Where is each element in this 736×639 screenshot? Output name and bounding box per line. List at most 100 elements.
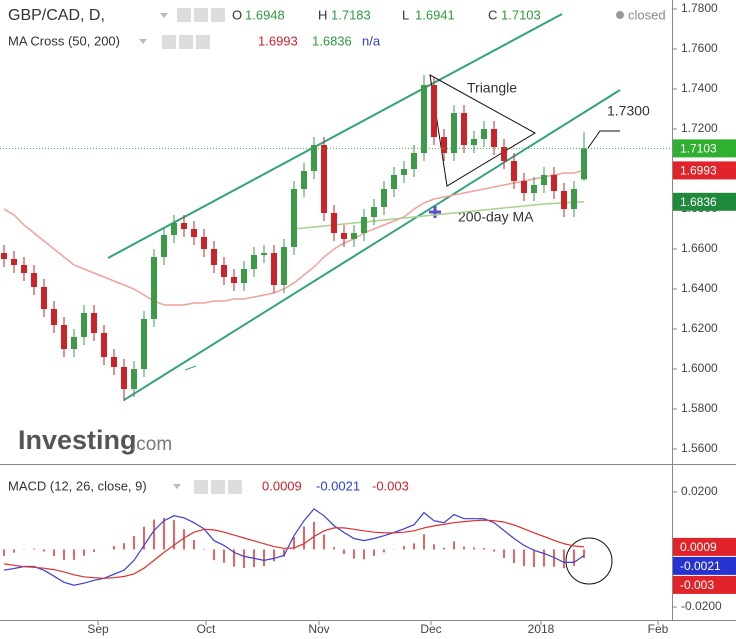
candle-body — [161, 235, 167, 257]
y-tick-label: 0.0200 — [681, 484, 718, 498]
price-tag-label: -0.0021 — [680, 559, 721, 573]
moving-average — [293, 201, 585, 230]
candle-body — [401, 169, 407, 175]
candle-body — [371, 207, 377, 217]
candle-body — [551, 175, 557, 191]
header: GBP/CAD, D, closed MA Cross (50, 200) 1.… — [8, 7, 666, 494]
dropdown-icon[interactable] — [173, 484, 181, 489]
candle-body — [11, 259, 17, 265]
y-tick-label: 1.7400 — [681, 81, 718, 95]
gear-icon[interactable] — [194, 8, 208, 22]
y-tick-label: 1.7600 — [681, 41, 718, 55]
candle-body — [211, 249, 217, 265]
candle-body — [21, 265, 27, 273]
candle-body — [281, 247, 287, 285]
dropdown-icon[interactable] — [139, 39, 147, 44]
candle-body — [391, 175, 397, 189]
candle-body — [201, 237, 207, 249]
candle-body — [291, 189, 297, 247]
annotation: 1.7300 — [607, 103, 650, 119]
candle-body — [571, 189, 577, 209]
price-tag-label: 1.6836 — [680, 195, 717, 209]
ohlc-label: L — [402, 7, 409, 22]
candle-body — [41, 287, 47, 309]
triangle-pattern — [429, 74, 537, 187]
candle-body — [541, 175, 547, 185]
candle-body — [121, 367, 127, 389]
macd-value: 0.0009 — [262, 478, 302, 493]
macd-title: MACD (12, 26, close, 9) — [8, 478, 147, 493]
price-tag — [673, 192, 736, 211]
moving-average — [3, 169, 585, 306]
candle-body — [511, 161, 517, 181]
price-tag — [673, 537, 736, 556]
channel-lower — [123, 89, 621, 401]
candle-body — [501, 147, 507, 161]
candle-body — [181, 223, 187, 229]
ohlc-value: 1.6941 — [415, 7, 455, 22]
ma-value: 1.6836 — [312, 33, 352, 48]
x-tick-label: Oct — [197, 622, 216, 636]
candle-body — [61, 325, 67, 349]
y-tick-label: -0.0200 — [681, 599, 722, 613]
x-tick-label: Dec — [420, 622, 441, 636]
ohlc-label: C — [488, 7, 497, 22]
indicator-title: MA Cross (50, 200) — [8, 33, 120, 48]
candle-body — [421, 85, 427, 153]
x-tick-label: Feb — [648, 622, 669, 636]
annotations: Triangle 1.7300 200-day MA Investing .co… — [18, 80, 650, 455]
macd-value: -0.003 — [372, 478, 409, 493]
candle-body — [111, 357, 117, 367]
candle-body — [381, 189, 387, 207]
close-icon[interactable] — [228, 480, 242, 494]
candle-body — [531, 185, 537, 193]
candle-body — [461, 113, 467, 145]
ohlc-value: 1.7183 — [331, 7, 371, 22]
price-tag-label: -0.003 — [680, 578, 714, 592]
macd-line — [3, 519, 585, 579]
gear-icon[interactable] — [179, 35, 193, 49]
candle-body — [581, 148, 587, 180]
dropdown-icon[interactable] — [160, 13, 168, 18]
candle-body — [341, 233, 347, 239]
candle-body — [141, 319, 147, 369]
candle-body — [301, 171, 307, 189]
settings-icon[interactable] — [194, 480, 208, 494]
watermark: .com — [131, 434, 172, 455]
candle-body — [321, 145, 327, 213]
cross-marker — [429, 206, 441, 218]
ma-extra: n/a — [362, 33, 381, 48]
y-tick-label: 1.6600 — [681, 241, 718, 255]
settings-icon[interactable] — [162, 35, 176, 49]
candle-body — [1, 253, 7, 259]
candle-body — [101, 333, 107, 357]
watermark: Investing — [18, 425, 137, 455]
target-line — [587, 130, 620, 149]
annotation: 200-day MA — [458, 209, 534, 225]
close-icon[interactable] — [196, 35, 210, 49]
x-tick-label: Sep — [87, 622, 109, 636]
candle-body — [151, 257, 157, 319]
candle-body — [91, 313, 97, 333]
candle-body — [51, 309, 57, 325]
y-tick-label: 1.7800 — [681, 1, 718, 15]
close-icon[interactable] — [211, 8, 225, 22]
ohlc-value: 1.7103 — [501, 7, 541, 22]
chart-title: GBP/CAD, D, — [8, 7, 105, 24]
candle-body — [561, 191, 567, 209]
candle-body — [221, 265, 227, 277]
candle-body — [71, 337, 77, 349]
y-tick-label: 1.6200 — [681, 321, 718, 335]
candle-body — [31, 273, 37, 287]
gear-icon[interactable] — [211, 480, 225, 494]
status: closed — [628, 7, 666, 22]
y-tick-label: 1.5600 — [681, 441, 718, 455]
candle-body — [411, 153, 417, 169]
candle-body — [261, 253, 267, 255]
y-tick-label: 1.6000 — [681, 361, 718, 375]
settings-icon[interactable] — [177, 8, 191, 22]
ohlc-value: 1.6948 — [245, 7, 285, 22]
candle-body — [481, 129, 487, 139]
